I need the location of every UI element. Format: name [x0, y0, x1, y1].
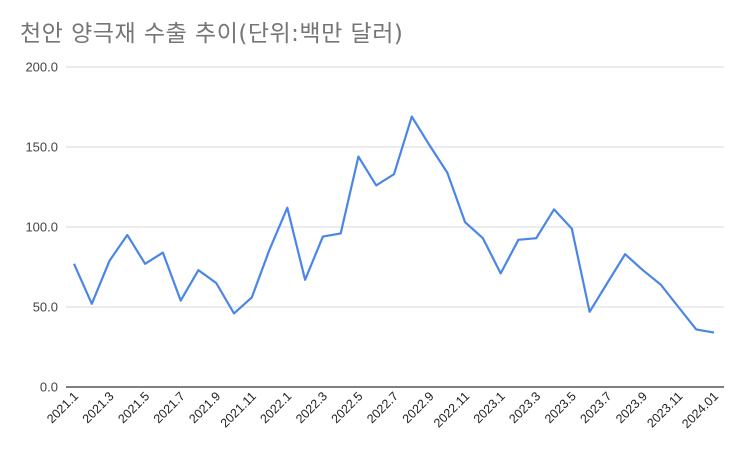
x-tick-label: 2022.11 [431, 389, 472, 430]
x-tick-label: 2023.11 [644, 389, 685, 430]
x-tick-label: 2021.1 [44, 389, 81, 426]
x-tick-label: 2022.5 [329, 389, 366, 426]
x-tick-label: 2021.7 [151, 389, 188, 426]
x-tick-label: 2024.01 [679, 389, 721, 431]
x-tick-label: 2023.7 [578, 389, 615, 426]
x-tick-label: 2021.5 [115, 389, 152, 426]
y-tick-label: 100.0 [25, 220, 58, 235]
y-tick-label: 50.0 [33, 300, 58, 315]
x-tick-label: 2022.7 [364, 389, 401, 426]
x-tick-label: 2021.11 [218, 389, 259, 430]
x-tick-label: 2021.3 [80, 389, 117, 426]
chart-title: 천안 양극재 수출 추이(단위:백만 달러) [20, 21, 404, 47]
x-axis: 2021.12021.32021.52021.72021.92021.11202… [44, 389, 721, 431]
y-axis: 0.0 50.0 100.0 150.0 200.0 [25, 60, 58, 395]
x-tick-label: 2022.1 [258, 389, 295, 426]
x-tick-label: 2023.3 [506, 389, 543, 426]
x-tick-label: 2023.1 [471, 389, 508, 426]
y-tick-label: 200.0 [25, 60, 58, 75]
x-tick-label: 2023.5 [542, 389, 579, 426]
gridlines [66, 66, 724, 388]
data-line [72, 115, 715, 334]
x-tick-label: 2022.3 [293, 389, 330, 426]
y-tick-label: 150.0 [25, 140, 58, 155]
y-tick-label: 0.0 [40, 380, 58, 395]
